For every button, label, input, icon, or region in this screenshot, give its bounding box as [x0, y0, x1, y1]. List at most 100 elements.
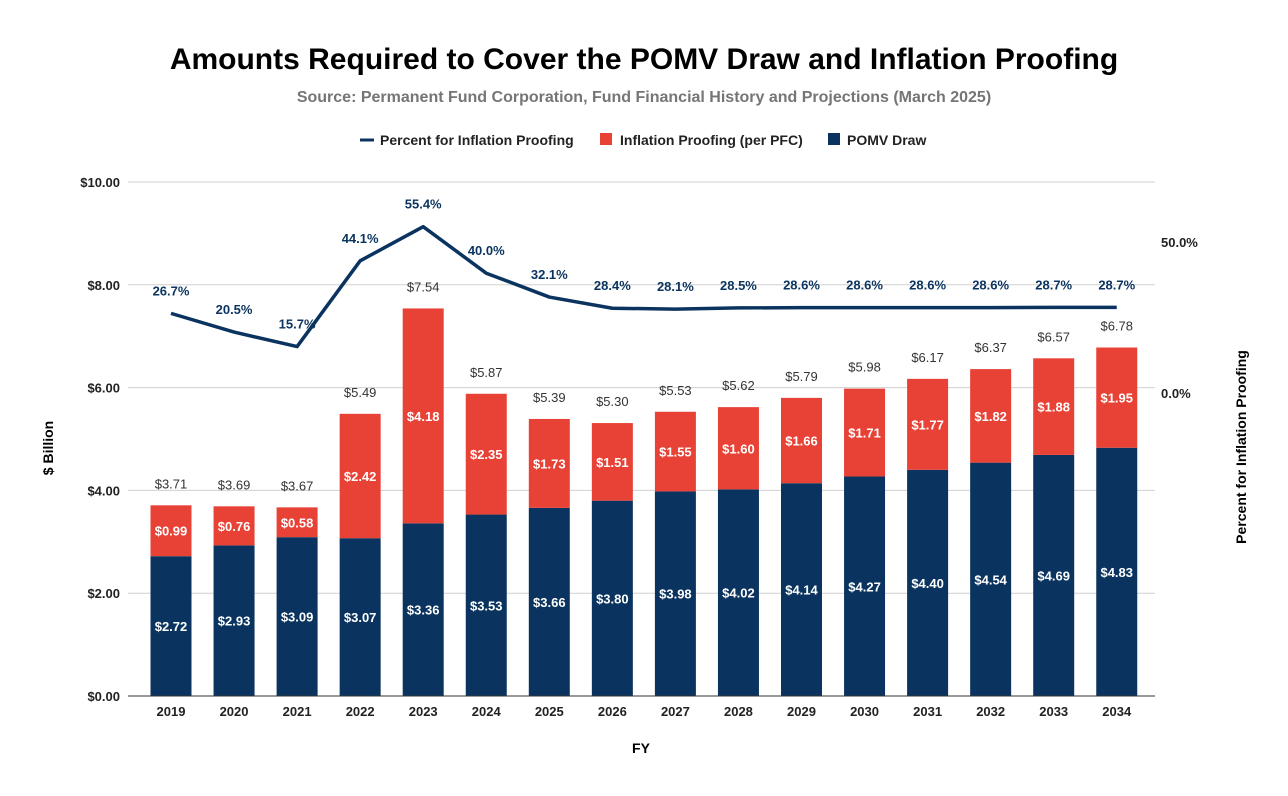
data-label-total: $5.87 [470, 365, 503, 380]
bar-inflation-proofing [844, 388, 886, 477]
data-label-pomv-draw: $4.54 [974, 572, 1007, 587]
bar-inflation-proofing [907, 378, 949, 470]
x-axis-ticks: 2019 2020 2021 2022 2023 2024 2025 2026 2027 2028… [157, 704, 1132, 719]
bar-pomv-draw [717, 489, 759, 696]
x-tick-label: 2033 [1039, 704, 1068, 719]
data-label-pomv-draw: $3.53 [470, 598, 503, 613]
y-tick-label: $10.00 [80, 175, 120, 190]
y2-tick-label: 50.0% [1161, 235, 1198, 250]
data-label-total: $3.67 [281, 478, 314, 493]
data-label-pomv-draw: $2.72 [155, 619, 188, 634]
bar-pomv-draw [654, 491, 696, 696]
data-label-percent: 28.6% [972, 278, 1009, 293]
data-label-total: $3.71 [155, 476, 188, 491]
x-tick-label: 2031 [913, 704, 942, 719]
data-label-total: $5.62 [722, 378, 755, 393]
y-tick-label: $4.00 [87, 483, 120, 498]
data-label-percent: 28.1% [657, 279, 694, 294]
bar-inflation-proofing [970, 369, 1012, 463]
data-label-inflation-proofing: $1.60 [722, 441, 755, 456]
y2-axis-title: Percent for Inflation Proofing [1233, 350, 1249, 544]
data-label-total: $6.78 [1100, 319, 1133, 334]
x-tick-label: 2027 [661, 704, 690, 719]
data-label-percent: 40.0% [468, 243, 505, 258]
bars [150, 308, 1138, 696]
data-label-percent: 28.6% [846, 278, 883, 293]
data-label-total: $5.79 [785, 369, 818, 384]
data-label-percent: 55.4% [405, 197, 442, 212]
bar-inflation-proofing [717, 407, 759, 490]
data-label-percent: 28.5% [720, 278, 757, 293]
y2-tick-label: 0.0% [1161, 386, 1191, 401]
data-label-inflation-proofing: $1.77 [911, 417, 944, 432]
bar-pomv-draw [339, 538, 381, 696]
bar-inflation-proofing [150, 505, 192, 557]
bar-inflation-proofing [339, 413, 381, 539]
bar-pomv-draw [1096, 447, 1138, 696]
bar-inflation-proofing [528, 418, 570, 508]
data-label-inflation-proofing: $0.99 [155, 524, 188, 539]
data-label-percent: 28.7% [1098, 277, 1135, 292]
y-tick-label: $6.00 [87, 381, 120, 396]
x-tick-label: 2025 [535, 704, 564, 719]
x-tick-label: 2034 [1102, 704, 1132, 719]
chart-subtitle: Source: Permanent Fund Corporation, Fund… [297, 89, 991, 106]
data-label-inflation-proofing: $1.88 [1037, 400, 1070, 415]
data-label-percent: 26.7% [153, 283, 190, 298]
data-label-inflation-proofing: $0.76 [218, 519, 251, 534]
y-tick-label: $0.00 [87, 689, 120, 704]
bar-pomv-draw [276, 537, 318, 696]
data-label-inflation-proofing: $2.35 [470, 447, 503, 462]
data-label-total: $5.49 [344, 385, 377, 400]
data-label-pomv-draw: $3.36 [407, 603, 440, 618]
data-label-inflation-proofing: $1.71 [848, 426, 881, 441]
x-tick-label: 2022 [346, 704, 375, 719]
bar-pomv-draw [591, 500, 633, 696]
data-label-pomv-draw: $3.07 [344, 610, 377, 625]
x-tick-label: 2028 [724, 704, 753, 719]
data-label-pomv-draw: $4.40 [911, 576, 944, 591]
data-label-pomv-draw: $4.02 [722, 586, 755, 601]
data-label-total: $7.54 [407, 279, 440, 294]
bar-inflation-proofing [654, 411, 696, 492]
bar-inflation-proofing [465, 393, 507, 515]
legend-label-percent: Percent for Inflation Proofing [380, 132, 574, 148]
bar-inflation-proofing [213, 506, 255, 546]
y2-axis-ticks: 0.0% 50.0% [1161, 235, 1198, 401]
legend-swatch-pomv-draw [828, 133, 840, 145]
data-label-percent: 44.1% [342, 231, 379, 246]
y-axis-ticks: $0.00 $2.00 $4.00 $6.00 $8.00 $10.00 [80, 175, 120, 704]
y-axis-title: $ Billion [40, 421, 56, 475]
data-label-pomv-draw: $3.80 [596, 591, 629, 606]
bar-inflation-proofing [276, 507, 318, 538]
bar-pomv-draw [402, 523, 444, 696]
data-label-total: $6.17 [911, 350, 944, 365]
data-label-pomv-draw: $3.09 [281, 610, 314, 625]
percent-line-path [170, 224, 1117, 349]
bar-inflation-proofing [1096, 347, 1138, 448]
chart-title: Amounts Required to Cover the POMV Draw … [170, 43, 1118, 76]
data-label-pomv-draw: $4.83 [1100, 565, 1133, 580]
legend: Percent for Inflation Proofing Inflation… [360, 132, 926, 148]
data-label-inflation-proofing: $1.55 [659, 445, 692, 460]
bar-pomv-draw [781, 483, 822, 696]
data-label-percent: 28.4% [594, 278, 631, 293]
data-label-inflation-proofing: $1.82 [974, 409, 1007, 424]
data-label-total: $3.69 [218, 477, 251, 492]
data-label-pomv-draw: $3.66 [533, 595, 566, 610]
data-label-inflation-proofing: $1.66 [785, 434, 818, 449]
data-label-pomv-draw: $3.98 [659, 587, 692, 602]
data-label-inflation-proofing: $2.42 [344, 469, 377, 484]
data-label-percent: 32.1% [531, 267, 568, 282]
bar-inflation-proofing [402, 308, 444, 524]
data-label-pomv-draw: $4.27 [848, 579, 881, 594]
x-tick-label: 2026 [598, 704, 627, 719]
bar-pomv-draw [970, 462, 1012, 696]
legend-label-pomv-draw: POMV Draw [847, 132, 926, 148]
data-label-inflation-proofing: $1.73 [533, 456, 566, 471]
bar-pomv-draw [907, 469, 949, 696]
data-label-inflation-proofing: $1.51 [596, 455, 629, 470]
data-label-total: $5.30 [596, 394, 629, 409]
